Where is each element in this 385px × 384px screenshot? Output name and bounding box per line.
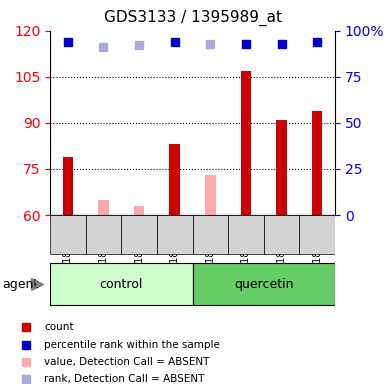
Text: rank, Detection Call = ABSENT: rank, Detection Call = ABSENT xyxy=(44,374,204,384)
Text: value, Detection Call = ABSENT: value, Detection Call = ABSENT xyxy=(44,357,209,367)
Text: percentile rank within the sample: percentile rank within the sample xyxy=(44,339,220,349)
Bar xyxy=(62,157,73,215)
FancyBboxPatch shape xyxy=(228,215,264,254)
Text: GDS3133 / 1395989_at: GDS3133 / 1395989_at xyxy=(104,10,281,26)
FancyBboxPatch shape xyxy=(157,215,192,254)
FancyBboxPatch shape xyxy=(192,263,335,305)
Bar xyxy=(241,71,251,215)
Bar xyxy=(134,206,144,215)
FancyBboxPatch shape xyxy=(50,263,192,305)
Bar xyxy=(276,120,287,215)
FancyBboxPatch shape xyxy=(50,215,85,254)
Text: quercetin: quercetin xyxy=(234,278,293,291)
Text: agent: agent xyxy=(3,278,39,291)
Text: control: control xyxy=(100,278,143,291)
Bar xyxy=(98,200,109,215)
Text: count: count xyxy=(44,322,74,332)
FancyBboxPatch shape xyxy=(192,215,228,254)
Bar xyxy=(312,111,323,215)
Bar xyxy=(205,175,216,215)
FancyBboxPatch shape xyxy=(121,215,157,254)
FancyBboxPatch shape xyxy=(85,215,121,254)
Bar xyxy=(169,144,180,215)
FancyBboxPatch shape xyxy=(300,215,335,254)
FancyBboxPatch shape xyxy=(264,215,300,254)
